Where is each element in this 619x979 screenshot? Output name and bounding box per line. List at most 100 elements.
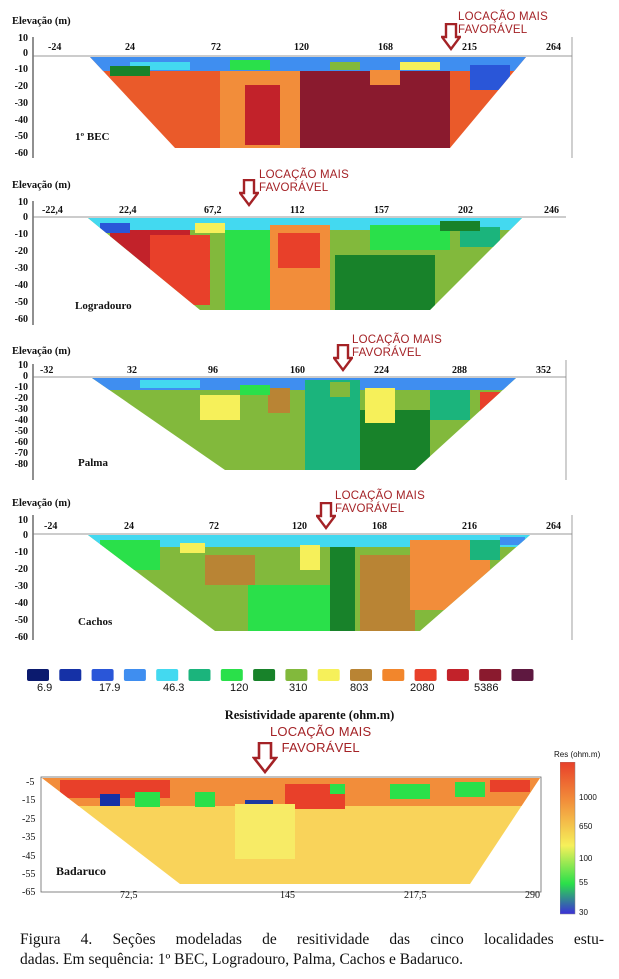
x-tick: 217,5 [404, 890, 427, 901]
down-arrow-icon [316, 502, 336, 530]
y-tick: 10 [18, 360, 28, 371]
section-fill [88, 218, 522, 310]
annotation-location: LOCAÇÃO MAIS FAVORÁVEL [458, 11, 548, 37]
y-tick: -35 [22, 832, 36, 843]
x-tick: 67,2 [204, 205, 222, 216]
caption-line: Figura 4. Seções modeladas de resitivida… [20, 931, 604, 948]
annotation-location: LOCAÇÃO MAIS FAVORÁVEL [270, 724, 371, 756]
x-tick: 246 [544, 205, 559, 216]
y-tick: 10 [18, 515, 28, 526]
y-tick: -60 [14, 148, 28, 159]
colorbar-title: Res (ohm.m) [554, 750, 601, 759]
legend-label: 310 [289, 682, 308, 694]
y-axis-title: Elevação (m) [12, 180, 71, 191]
y-tick: -40 [14, 598, 28, 609]
legend-swatch [59, 669, 82, 681]
section-fill [42, 778, 540, 884]
y-tick: -15 [22, 795, 36, 806]
x-tick: 352 [536, 365, 551, 376]
y-axis-title: Elevação (m) [12, 346, 71, 357]
x-tick: 264 [546, 42, 561, 53]
y-tick: -10 [14, 382, 28, 393]
y-tick: -50 [14, 615, 28, 626]
colorbar-tick: 650 [579, 822, 593, 831]
x-tick: 120 [294, 42, 309, 53]
x-tick: 72,5 [120, 890, 138, 901]
section-cachos: Elevação (m) 10 0 -10 -20 -30 -40 -50 -6… [0, 485, 619, 650]
colorbar-tick: 1000 [579, 793, 597, 802]
y-tick: -65 [22, 887, 36, 898]
annotation-line: FAVORÁVEL [458, 24, 528, 36]
y-tick: -40 [14, 280, 28, 291]
x-tick: 264 [546, 521, 561, 532]
y-tick: -50 [14, 297, 28, 308]
y-tick: -50 [14, 426, 28, 437]
y-tick: -60 [14, 314, 28, 325]
colorbar-tick: 30 [579, 908, 588, 917]
x-tick: -22,4 [42, 205, 63, 216]
section-fill [90, 57, 526, 148]
x-tick: 120 [292, 521, 307, 532]
plot-frame [40, 776, 542, 893]
y-tick: -20 [14, 564, 28, 575]
y-axis-title: Elevação (m) [12, 498, 71, 509]
y-tick: 0 [23, 48, 28, 59]
legend-swatch [156, 669, 179, 681]
site-label: Cachos [78, 616, 113, 628]
x-tick: -32 [40, 365, 54, 376]
x-tick: 72 [209, 521, 219, 532]
x-tick: 215 [462, 42, 477, 53]
y-tick: -60 [14, 437, 28, 448]
x-tick: 22,4 [119, 205, 137, 216]
y-tick: 10 [18, 33, 28, 44]
legend-label: 2080 [410, 682, 435, 694]
legend-label: 803 [350, 682, 369, 694]
section-fill [88, 535, 530, 631]
colorbar-tick: 100 [579, 854, 593, 863]
y-tick: -10 [14, 547, 28, 558]
down-arrow-icon [441, 23, 461, 51]
annotation-line: LOCAÇÃO MAIS [458, 11, 548, 23]
x-tick: 224 [374, 365, 389, 376]
legend-swatches [27, 669, 534, 681]
x-tick: 24 [125, 42, 135, 53]
y-tick: -80 [14, 459, 28, 470]
site-label: Logradouro [75, 300, 132, 312]
section-palma: Elevação (m) 10 0 -10 -20 -30 -40 -50 -6… [0, 330, 619, 490]
site-label: Palma [78, 457, 108, 469]
legend-label: 17.9 [99, 682, 121, 694]
y-tick: -10 [14, 229, 28, 240]
y-tick: -5 [26, 777, 35, 788]
annotation-line: FAVORÁVEL [281, 740, 360, 755]
y-axis-title: Elevação (m) [12, 16, 71, 27]
y-tick: -60 [14, 632, 28, 643]
x-tick: 160 [290, 365, 305, 376]
section-badaruco: LOCAÇÃO MAIS FAVORÁVEL -5 -15 -25 -35 -4… [0, 722, 619, 917]
legend-swatch [382, 669, 405, 681]
y-tick: 0 [23, 530, 28, 541]
y-tick: -30 [14, 263, 28, 274]
x-tick: -24 [44, 521, 58, 532]
legend-label: 5386 [474, 682, 499, 694]
legend-swatch [253, 669, 276, 681]
annotation-line: LOCAÇÃO MAIS [352, 334, 442, 346]
colorbar-tick: 55 [579, 878, 588, 887]
y-tick: -20 [14, 81, 28, 92]
legend-swatch [188, 669, 211, 681]
x-tick: 96 [208, 365, 218, 376]
section-fill [92, 378, 516, 470]
x-tick: 72 [211, 42, 221, 53]
section-1bec: Elevação (m) 10 0 -10 -20 -30 -40 -50 -6… [0, 0, 619, 170]
x-tick: -24 [48, 42, 62, 53]
colorbar [560, 762, 576, 915]
legend-swatch [220, 669, 243, 681]
legend-label: 6.9 [37, 682, 53, 694]
x-tick: 157 [374, 205, 389, 216]
annotation-line: FAVORÁVEL [259, 182, 329, 194]
y-tick: -55 [22, 869, 36, 880]
legend-swatch [446, 669, 469, 681]
y-tick: -20 [14, 393, 28, 404]
legend-swatch [511, 669, 534, 681]
y-tick: -30 [14, 404, 28, 415]
site-label: Badaruco [56, 864, 107, 878]
